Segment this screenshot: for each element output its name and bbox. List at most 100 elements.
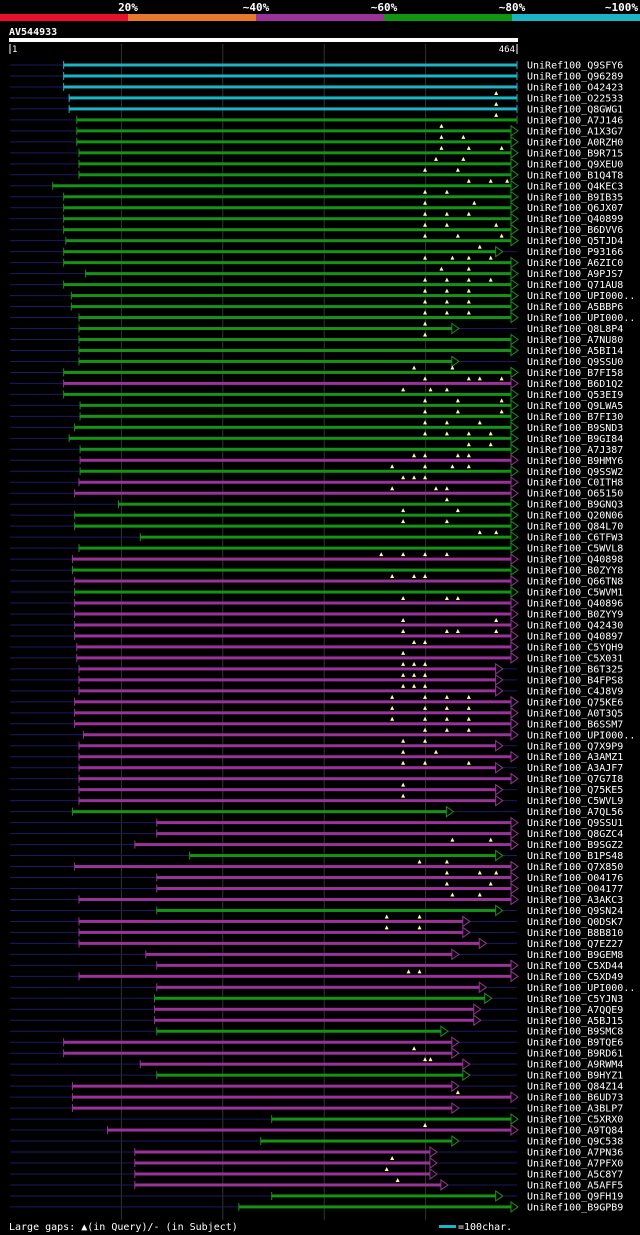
- hit-label[interactable]: UniRef100_B9HMY6: [527, 456, 623, 467]
- hit-label[interactable]: UniRef100_Q42430: [527, 620, 623, 631]
- hit-label[interactable]: UniRef100_Q9SSU0: [527, 357, 623, 368]
- hit-label[interactable]: UniRef100_UPI000..: [527, 291, 635, 302]
- hit-row[interactable]: UniRef100_C5WVM1: [10, 586, 623, 599]
- hit-row[interactable]: UniRef100_A0T3Q5: [10, 705, 623, 720]
- hit-row[interactable]: UniRef100_Q75KE5: [10, 782, 623, 797]
- hit-label[interactable]: UniRef100_Q8GZC4: [527, 829, 623, 840]
- hit-row[interactable]: UniRef100_Q84L70: [10, 519, 623, 533]
- hit-label[interactable]: UniRef100_A0T3Q5: [527, 708, 623, 719]
- hit-label[interactable]: UniRef100_Q84Z14: [527, 1082, 623, 1093]
- hit-label[interactable]: UniRef100_C5YQH9: [527, 642, 623, 653]
- hit-row[interactable]: UniRef100_B9GPB9: [10, 1200, 623, 1214]
- hit-row[interactable]: UniRef100_B1PS48: [10, 849, 623, 863]
- hit-label[interactable]: UniRef100_C5WVL9: [527, 796, 623, 807]
- hit-label[interactable]: UniRef100_Q7X9P9: [527, 741, 623, 752]
- hit-label[interactable]: UniRef100_B9RD61: [527, 1049, 623, 1060]
- hit-label[interactable]: UniRef100_B9GEM8: [527, 950, 623, 961]
- hit-row[interactable]: UniRef100_Q8L8P4: [10, 321, 623, 336]
- hit-row[interactable]: UniRef100_B6D1Q2: [10, 376, 623, 390]
- hit-row[interactable]: UniRef100_Q66TN8: [10, 574, 623, 588]
- hit-label[interactable]: UniRef100_B0ZYY9: [527, 610, 623, 621]
- hit-label[interactable]: UniRef100_Q0DSK7: [527, 917, 623, 928]
- hit-row[interactable]: UniRef100_B9SGZ2: [10, 837, 623, 852]
- hit-label[interactable]: UniRef100_B7FI58: [527, 368, 623, 379]
- hit-row[interactable]: UniRef100_B9HYZ1: [10, 1069, 623, 1082]
- hit-row[interactable]: UniRef100_A0RZH0: [10, 134, 623, 149]
- hit-label[interactable]: UniRef100_UPI000..: [527, 983, 635, 994]
- hit-label[interactable]: UniRef100_Q96289: [527, 71, 623, 82]
- hit-row[interactable]: UniRef100_A7QQE9: [10, 1003, 623, 1016]
- hit-row[interactable]: UniRef100_Q42430: [10, 617, 623, 632]
- hit-row[interactable]: UniRef100_B9HMY6: [10, 453, 623, 467]
- hit-label[interactable]: UniRef100_A3AMZ1: [527, 752, 623, 763]
- hit-label[interactable]: UniRef100_B9GI84: [527, 434, 623, 445]
- hit-row[interactable]: UniRef100_C5XD49: [10, 969, 623, 983]
- hit-row[interactable]: UniRef100_B9GEM8: [10, 948, 623, 961]
- hit-label[interactable]: UniRef100_C5XD49: [527, 972, 623, 983]
- hit-label[interactable]: UniRef100_Q6JX07: [527, 203, 623, 214]
- hit-row[interactable]: UniRef100_Q40896: [10, 596, 623, 610]
- hit-row[interactable]: UniRef100_A5BBP6: [10, 299, 623, 314]
- hit-row[interactable]: UniRef100_B7FI30: [10, 409, 623, 423]
- hit-row[interactable]: UniRef100_Q9SSU1: [10, 816, 623, 830]
- hit-label[interactable]: UniRef100_B1Q4T8: [527, 170, 623, 181]
- hit-row[interactable]: UniRef100_B6DVV6: [10, 222, 623, 237]
- hit-row[interactable]: UniRef100_A7J387: [10, 442, 623, 456]
- hit-label[interactable]: UniRef100_C5XD44: [527, 961, 623, 972]
- hit-label[interactable]: UniRef100_C5YJN3: [527, 994, 623, 1005]
- hit-row[interactable]: UniRef100_Q9XEU0: [10, 156, 623, 171]
- hit-label[interactable]: UniRef100_Q9SN24: [527, 906, 623, 917]
- hit-label[interactable]: UniRef100_B9TQE6: [527, 1038, 623, 1049]
- hit-row[interactable]: UniRef100_Q53EI9: [10, 387, 623, 401]
- hit-row[interactable]: UniRef100_A3AJF7: [10, 760, 623, 775]
- hit-row[interactable]: UniRef100_Q7X9P9: [10, 738, 623, 753]
- hit-row[interactable]: UniRef100_B9TQE6: [10, 1036, 623, 1049]
- hit-row[interactable]: UniRef100_O65150: [10, 486, 623, 500]
- hit-label[interactable]: UniRef100_Q75KE6: [527, 697, 623, 708]
- hit-label[interactable]: UniRef100_B6D1Q2: [527, 379, 623, 390]
- hit-label[interactable]: UniRef100_B6SSM7: [527, 719, 623, 730]
- hit-label[interactable]: UniRef100_A9TQ84: [527, 1126, 623, 1137]
- hit-row[interactable]: UniRef100_UPI000..: [10, 310, 635, 325]
- hit-row[interactable]: UniRef100_A5BI14: [10, 344, 623, 357]
- hit-row[interactable]: UniRef100_A5AFF5: [10, 1177, 623, 1192]
- hit-label[interactable]: UniRef100_A7PN36: [527, 1148, 623, 1159]
- hit-label[interactable]: UniRef100_C5XRX0: [527, 1115, 623, 1126]
- hit-label[interactable]: UniRef100_A0RZH0: [527, 137, 623, 148]
- hit-row[interactable]: UniRef100_Q7X850: [10, 859, 623, 874]
- hit-label[interactable]: UniRef100_B0ZYY8: [527, 566, 623, 577]
- hit-row[interactable]: UniRef100_A3BLP7: [10, 1102, 623, 1115]
- hit-row[interactable]: UniRef100_B8B810: [10, 925, 623, 939]
- hit-label[interactable]: UniRef100_B4FPS8: [527, 675, 623, 686]
- hit-label[interactable]: UniRef100_A9PJS7: [527, 269, 623, 280]
- hit-label[interactable]: UniRef100_C6TFW3: [527, 533, 623, 544]
- hit-label[interactable]: UniRef100_Q8L8P4: [527, 324, 623, 335]
- hit-row[interactable]: UniRef100_B0ZYY8: [10, 564, 623, 577]
- hit-label[interactable]: UniRef100_B9GPB9: [527, 1202, 623, 1213]
- hit-label[interactable]: UniRef100_A5BJ15: [527, 1016, 623, 1027]
- hit-row[interactable]: UniRef100_Q71AU8: [10, 277, 623, 292]
- hit-row[interactable]: UniRef100_B9IB35: [10, 189, 623, 204]
- hit-label[interactable]: UniRef100_A1X3G7: [527, 126, 623, 137]
- hit-label[interactable]: UniRef100_A3AJF7: [527, 763, 623, 774]
- hit-label[interactable]: UniRef100_Q9SFY6: [527, 61, 623, 72]
- hit-label[interactable]: UniRef100_B6UD73: [527, 1093, 623, 1104]
- hit-label[interactable]: UniRef100_O04177: [527, 884, 623, 895]
- hit-row[interactable]: UniRef100_B9GNQ3: [10, 497, 623, 511]
- hit-label[interactable]: UniRef100_Q9SSU1: [527, 818, 623, 829]
- hit-label[interactable]: UniRef100_B6T325: [527, 664, 623, 675]
- hit-row[interactable]: UniRef100_Q20N06: [10, 508, 623, 522]
- hit-row[interactable]: UniRef100_C6TFW3: [10, 530, 623, 544]
- hit-label[interactable]: UniRef100_P93166: [527, 247, 623, 258]
- hit-row[interactable]: UniRef100_O42423: [10, 82, 623, 93]
- hit-row[interactable]: UniRef100_Q96289: [10, 71, 623, 82]
- hit-row[interactable]: UniRef100_C5YJN3: [10, 992, 623, 1005]
- hit-label[interactable]: UniRef100_A5C8Y7: [527, 1169, 623, 1180]
- hit-row[interactable]: UniRef100_B6T325: [10, 661, 623, 676]
- hit-row[interactable]: UniRef100_Q40898: [10, 552, 623, 566]
- hit-label[interactable]: UniRef100_C5WVL8: [527, 544, 623, 555]
- hit-label[interactable]: UniRef100_Q7EZ27: [527, 939, 623, 950]
- hit-label[interactable]: UniRef100_A7J146: [527, 115, 623, 126]
- hit-row[interactable]: UniRef100_C5YQH9: [10, 639, 623, 654]
- hit-label[interactable]: UniRef100_UPI000..: [527, 730, 635, 741]
